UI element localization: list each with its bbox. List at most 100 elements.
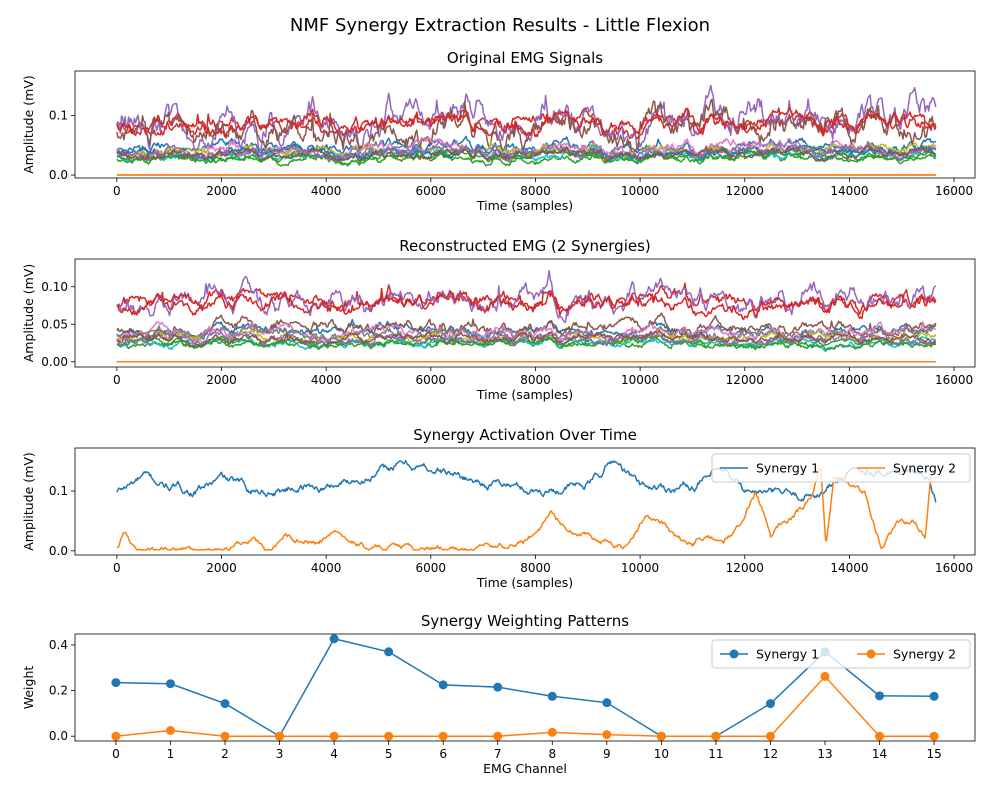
synergy-2-point-ch7 <box>493 731 503 741</box>
synergy-1-point-ch2 <box>220 699 230 709</box>
x-tick-label: 7 <box>494 747 502 761</box>
legend-label-2: Synergy 2 <box>893 647 956 662</box>
synergy-2-point-ch3 <box>275 731 285 741</box>
x-tick-label: 12000 <box>726 373 764 387</box>
emg-channel-line-5 <box>116 98 937 153</box>
x-axis-label: Time (samples) <box>476 575 573 590</box>
synergy-2-point-ch6 <box>438 731 448 741</box>
y-tick-label: 0.2 <box>49 684 68 698</box>
axes-frame <box>74 447 976 556</box>
synergy-1-point-ch1 <box>165 679 175 689</box>
synergy-weight-line-1 <box>115 637 935 738</box>
legend-marker-2 <box>866 649 876 659</box>
legend-label-1: Synergy 1 <box>756 461 819 476</box>
synergy-2-point-ch4 <box>329 731 339 741</box>
axes-frame <box>74 258 976 368</box>
synergy-1-point-ch15 <box>929 691 939 701</box>
synergy-2-point-ch14 <box>875 731 885 741</box>
y-tick-label: 0.0 <box>49 544 68 558</box>
x-tick-label: 0 <box>112 747 120 761</box>
y-tick-label: 0.0 <box>49 729 68 743</box>
synergy-2-point-ch15 <box>929 731 939 741</box>
plot-area <box>116 269 937 363</box>
x-tick-label: 4000 <box>311 561 342 575</box>
synergy-1-point-ch0 <box>111 678 121 688</box>
y-axis-label: Amplitude (mV) <box>21 75 36 174</box>
subplot-2: Reconstructed EMG (2 Synergies) 0 2000 4000… <box>21 237 976 402</box>
synergy-2-point-ch2 <box>220 731 230 741</box>
synergy-1-point-ch5 <box>384 647 394 657</box>
legend-box <box>711 453 971 483</box>
x-tick-label: 0 <box>113 184 121 198</box>
x-tick-label: 10000 <box>621 373 659 387</box>
y-tick-label: 0.4 <box>49 638 68 652</box>
emg-channel-line-15 <box>116 330 937 348</box>
subplot-1: Original EMG Signals 0 2000 4000 6000 8000 100… <box>21 49 976 213</box>
x-tick-label: 16000 <box>935 561 973 575</box>
figure-title: NMF Synergy Extraction Results - Little … <box>290 15 710 36</box>
x-tick-label: 3 <box>276 747 284 761</box>
legend-box <box>711 639 971 669</box>
y-axis-label: Amplitude (mV) <box>21 452 36 551</box>
x-tick-label: 15 <box>926 747 941 761</box>
x-tick-label: 1 <box>167 747 175 761</box>
x-tick-label: 14000 <box>830 373 868 387</box>
synergy-2-point-ch11 <box>711 731 721 741</box>
subplot-3: Synergy Activation Over Time 0 2000 4000 600… <box>21 426 976 590</box>
emg-channel-line-13 <box>116 289 937 321</box>
subplot-title: Original EMG Signals <box>447 49 603 67</box>
x-tick-label: 2000 <box>206 561 237 575</box>
x-axis-label: Time (samples) <box>476 198 573 213</box>
x-tick-label: 10000 <box>621 184 659 198</box>
x-tick-label: 9 <box>603 747 611 761</box>
subplot-title: Synergy Weighting Patterns <box>421 612 629 630</box>
emg-channel-line-6 <box>116 321 937 345</box>
x-axis-label: EMG Channel <box>483 761 567 776</box>
x-tick-label: 12000 <box>726 561 764 575</box>
emg-channel-line-13 <box>116 107 936 138</box>
x-tick-label: 11 <box>708 747 723 761</box>
axes-frame <box>74 70 976 179</box>
synergy-1-point-ch14 <box>875 691 885 701</box>
x-tick-label: 2 <box>221 747 229 761</box>
synergy-weight-line-2 <box>115 675 935 737</box>
synergy-activation-line-2 <box>116 466 937 551</box>
x-tick-label: 5 <box>385 747 393 761</box>
subplot-title: Synergy Activation Over Time <box>413 426 637 444</box>
legend: Synergy 1 Synergy 2 <box>711 639 971 669</box>
x-tick-label: 0 <box>113 561 121 575</box>
synergy-2-point-ch10 <box>656 731 666 741</box>
x-tick-label: 4000 <box>311 373 342 387</box>
synergy-2-point-ch8 <box>547 727 557 737</box>
x-tick-label: 0 <box>113 373 121 387</box>
plot-area <box>116 459 937 551</box>
x-tick-label: 4000 <box>311 184 342 198</box>
x-tick-label: 16000 <box>935 184 973 198</box>
x-tick-label: 10 <box>654 747 669 761</box>
plot-area <box>116 84 937 176</box>
synergy-2-point-ch12 <box>765 731 775 741</box>
synergy-2-point-ch5 <box>384 731 394 741</box>
x-tick-label: 2000 <box>206 373 237 387</box>
synergy-1-point-ch4 <box>329 634 339 644</box>
x-tick-label: 14 <box>872 747 887 761</box>
synergy-2-point-ch13 <box>820 671 830 681</box>
legend-label-1: Synergy 1 <box>756 647 819 662</box>
legend: Synergy 1 Synergy 2 <box>711 453 971 483</box>
x-tick-label: 8000 <box>520 373 551 387</box>
x-tick-label: 8000 <box>520 561 551 575</box>
synergy-2-point-ch9 <box>602 730 612 740</box>
synergy-1-point-ch12 <box>765 699 775 709</box>
synergy-1-point-ch9 <box>602 698 612 708</box>
y-tick-label: 0.0 <box>49 168 68 182</box>
x-tick-label: 6 <box>439 747 447 761</box>
x-axis-label: Time (samples) <box>476 387 573 402</box>
x-tick-label: 14000 <box>830 184 868 198</box>
x-tick-label: 6000 <box>416 184 447 198</box>
subplot-4: Synergy Weighting Patterns 0 1 2 3 4 5 6 7 8 9 10 11… <box>21 612 976 776</box>
x-tick-label: 8 <box>548 747 556 761</box>
x-tick-label: 13 <box>817 747 832 761</box>
y-tick-label: 0.10 <box>41 280 68 294</box>
x-tick-label: 4 <box>330 747 338 761</box>
